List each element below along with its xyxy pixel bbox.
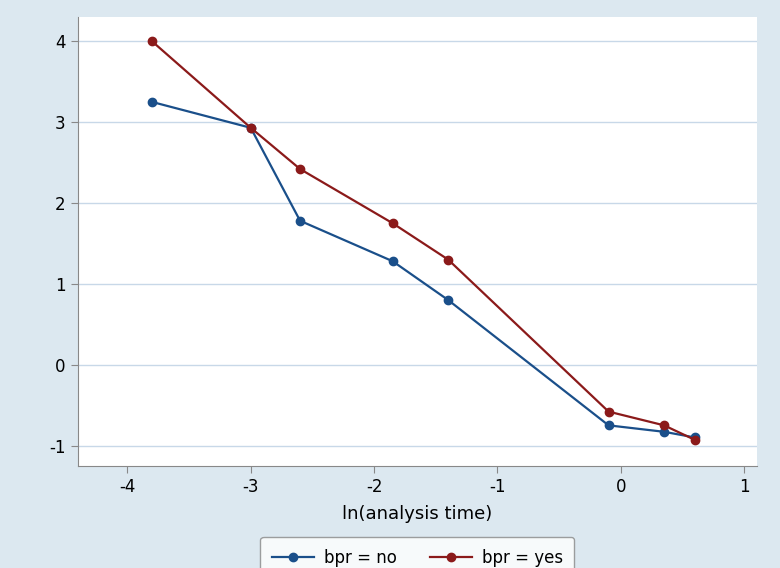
Line: bpr = no: bpr = no xyxy=(148,98,699,442)
X-axis label: ln(analysis time): ln(analysis time) xyxy=(342,504,492,523)
bpr = no xyxy=(147,98,157,105)
bpr = no xyxy=(296,218,305,224)
bpr = yes xyxy=(147,38,157,45)
bpr = no xyxy=(690,434,700,441)
bpr = yes xyxy=(444,256,453,263)
bpr = yes xyxy=(604,408,613,415)
bpr = no xyxy=(659,428,668,435)
Line: bpr = yes: bpr = yes xyxy=(148,37,699,444)
bpr = yes xyxy=(296,166,305,173)
bpr = yes xyxy=(246,124,255,131)
bpr = yes xyxy=(659,422,668,429)
Legend: bpr = no, bpr = yes: bpr = no, bpr = yes xyxy=(261,537,574,568)
bpr = no xyxy=(388,258,397,265)
bpr = no xyxy=(604,422,613,429)
bpr = yes xyxy=(690,436,700,443)
bpr = yes xyxy=(388,220,397,227)
bpr = no xyxy=(444,296,453,303)
bpr = no xyxy=(246,124,255,131)
